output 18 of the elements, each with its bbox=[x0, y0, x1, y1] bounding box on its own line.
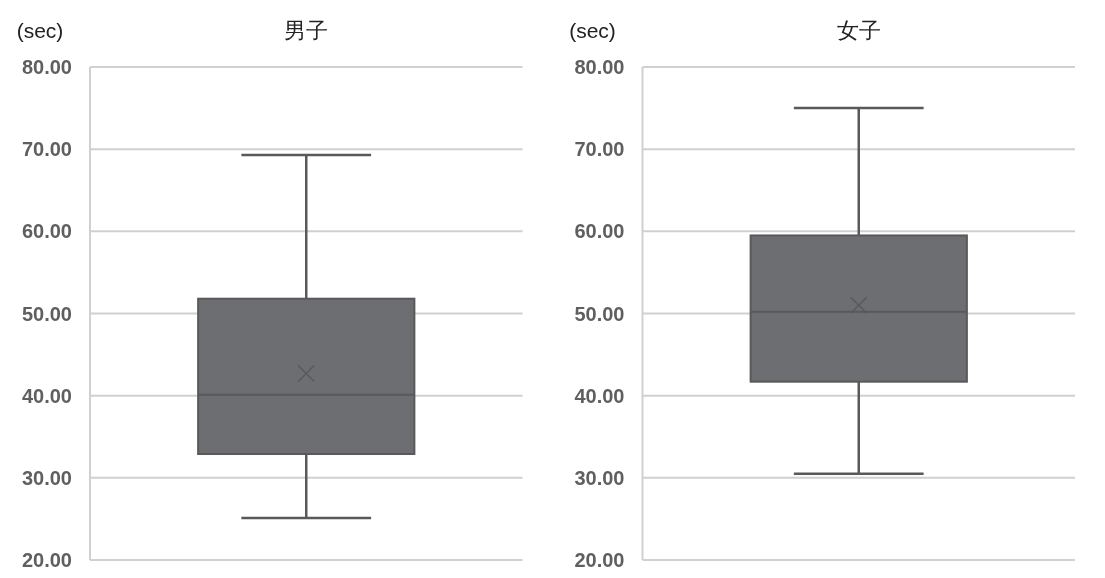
y-tick-label: 80.00 bbox=[574, 56, 625, 78]
chart-title: 男子 bbox=[284, 18, 329, 43]
y-tick-label: 20.00 bbox=[574, 549, 625, 571]
y-tick-label: 40.00 bbox=[21, 384, 72, 407]
y-tick-label: 30.00 bbox=[21, 466, 72, 489]
y-tick-label: 30.00 bbox=[574, 466, 625, 489]
y-tick-label: 70.00 bbox=[21, 138, 72, 161]
y-tick-label: 40.00 bbox=[574, 384, 625, 407]
y-tick-label: 50.00 bbox=[574, 302, 625, 325]
y-tick-label: 50.00 bbox=[21, 302, 72, 325]
y-tick-label: 60.00 bbox=[21, 220, 72, 243]
y-tick-label: 60.00 bbox=[574, 220, 625, 243]
y-tick-label: 20.00 bbox=[21, 549, 72, 571]
y-axis-title: (sec) bbox=[569, 19, 616, 42]
chart-title: 女子 bbox=[836, 18, 881, 43]
y-axis-title: (sec) bbox=[16, 19, 64, 42]
y-tick-label: 80.00 bbox=[21, 56, 72, 78]
y-tick-label: 70.00 bbox=[574, 138, 625, 161]
